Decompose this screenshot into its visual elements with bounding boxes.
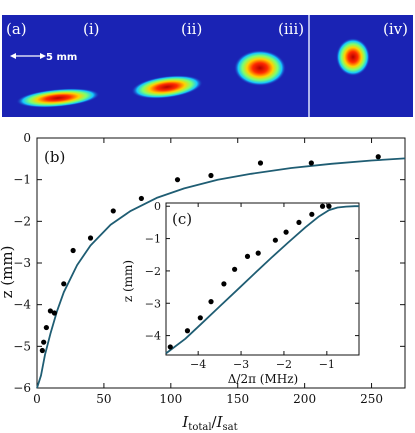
y-tick-label: −6 — [13, 381, 31, 395]
y-tick-label: −4 — [13, 298, 31, 312]
data-point — [255, 250, 261, 256]
x-tick-label: −3 — [233, 358, 249, 371]
data-point — [375, 154, 381, 160]
plot-b-fit-curve — [36, 157, 406, 389]
data-point — [319, 203, 326, 209]
data-point — [138, 195, 144, 202]
data-point — [87, 235, 94, 241]
data-point — [244, 253, 251, 259]
x-tick-label: 100 — [159, 392, 182, 406]
atom-cloud-iv — [336, 38, 370, 76]
data-point — [47, 308, 53, 314]
y-tick-label: −3 — [13, 256, 31, 270]
data-point — [41, 339, 47, 345]
data-point — [308, 160, 314, 166]
data-point — [174, 177, 181, 183]
atom-cloud-i — [16, 88, 100, 108]
y-tick-label: −2 — [145, 265, 161, 278]
y-tick-label: −4 — [145, 330, 161, 343]
atom-cloud-iii — [234, 50, 286, 86]
plot-b-x-label: Itotal/Isat — [181, 413, 237, 433]
plot-b-x-ticks: 0 50 100 150 200 250 — [33, 138, 383, 406]
data-point — [257, 160, 264, 166]
panel-c-label: (c) — [172, 210, 192, 228]
y-tick-label: −2 — [13, 214, 31, 228]
plot-c-x-label: Δ/2π (MHz) — [228, 372, 298, 386]
y-tick-label: −5 — [13, 339, 31, 353]
data-point — [326, 203, 332, 209]
panel-b-label: (b) — [44, 148, 65, 166]
plot-c-inset: (c) −4 −3 −2 −1 0 −1 −2 −3 −4 z (mm) Δ/2π (MHz) — [121, 200, 360, 386]
plot-b: (b) 0 50 100 150 200 250 0 −1 −2 −3 −4 −5 −6 z (mm)… — [0, 131, 406, 433]
x-tick-label: −1 — [319, 358, 335, 371]
data-point — [232, 266, 238, 272]
plot-c-fit-curve — [165, 205, 359, 355]
plot-c-y-label: z (mm) — [121, 260, 135, 302]
y-tick-label: −1 — [13, 173, 31, 187]
x-tick-label: −2 — [276, 358, 292, 371]
plot-b-data-points — [39, 154, 381, 354]
data-point — [110, 208, 116, 214]
plot-c-y-ticks: 0 −1 −2 −3 −4 — [145, 200, 359, 343]
subimage-i-label: (i) — [83, 20, 100, 38]
data-point — [208, 299, 214, 305]
x-tick-label: 200 — [293, 392, 316, 406]
x-tick-label: 250 — [360, 392, 383, 406]
subimage-ii-label: (ii) — [181, 20, 202, 38]
data-point — [221, 281, 227, 287]
scale-bar: 5 mm — [10, 52, 77, 63]
data-point — [70, 247, 76, 254]
data-point — [296, 219, 302, 226]
plot-c-background — [165, 202, 360, 356]
y-tick-label: 0 — [23, 131, 31, 145]
data-point — [309, 211, 315, 217]
data-point — [272, 237, 278, 243]
y-tick-label: 0 — [154, 200, 161, 213]
x-tick-label: 150 — [226, 392, 249, 406]
panel-a-label: (a) — [6, 20, 27, 38]
data-point — [51, 310, 57, 316]
fit-curve — [165, 205, 359, 355]
data-point — [283, 229, 289, 235]
data-point — [208, 172, 214, 179]
data-point — [61, 281, 67, 287]
atom-cloud-ii — [131, 75, 203, 99]
y-tick-label: −3 — [145, 297, 161, 310]
subimage-iii-label: (iii) — [278, 20, 304, 38]
images-panel: (a) (i) (ii) (iii) (iv) 5 mm — [2, 15, 413, 117]
x-tick-label: 50 — [96, 392, 111, 406]
data-point — [39, 347, 45, 354]
data-point — [167, 344, 173, 350]
scale-bar-label: 5 mm — [46, 52, 77, 63]
fit-curve — [36, 157, 406, 389]
x-tick-label: 0 — [33, 392, 41, 406]
plot-c-data-points — [167, 203, 332, 350]
data-point — [43, 324, 49, 331]
x-tick-label: −4 — [190, 358, 206, 371]
data-point — [197, 315, 203, 321]
plot-b-y-label: z (mm) — [0, 246, 16, 299]
data-point — [184, 328, 191, 334]
y-tick-label: −1 — [145, 233, 161, 246]
plot-c-x-ticks: −4 −3 −2 −1 — [190, 203, 335, 371]
subimage-iv-label: (iv) — [383, 20, 408, 38]
plot-b-y-ticks: 0 −1 −2 −3 −4 −5 −6 — [13, 131, 405, 395]
